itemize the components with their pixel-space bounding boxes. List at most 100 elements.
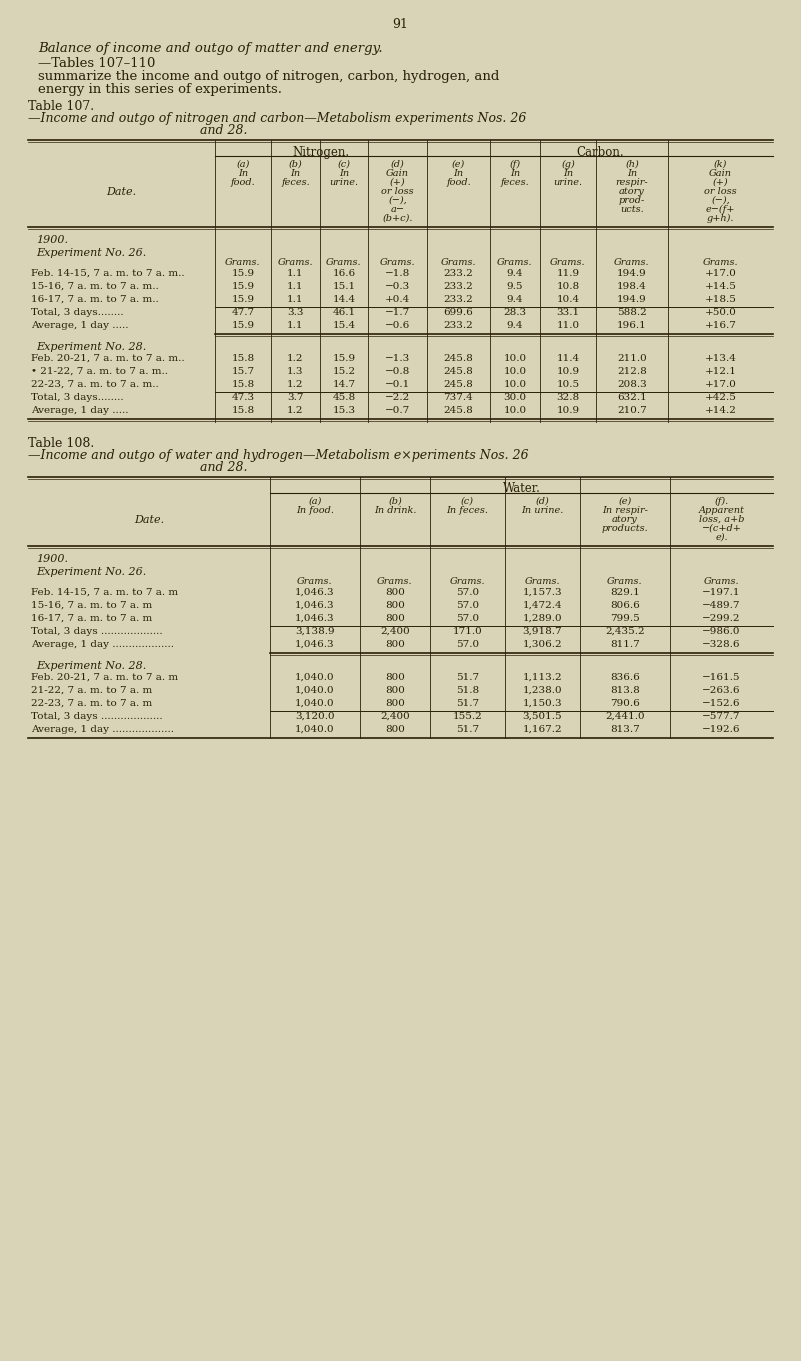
Text: Grams.: Grams. [704,577,739,587]
Text: 47.3: 47.3 [231,393,255,401]
Text: (b): (b) [388,497,402,506]
Text: In: In [627,169,637,178]
Text: 790.6: 790.6 [610,700,640,708]
Text: (f): (f) [509,161,521,169]
Text: 15.9: 15.9 [231,321,255,329]
Text: 588.2: 588.2 [617,308,647,317]
Text: Grams.: Grams. [702,259,739,267]
Text: loss, a+b: loss, a+b [698,514,744,524]
Text: 9.4: 9.4 [507,295,523,304]
Text: In drink.: In drink. [374,506,417,514]
Text: Feb. 14-15, 7 a. m. to 7 a. m..: Feb. 14-15, 7 a. m. to 7 a. m.. [31,269,184,278]
Text: −1.7: −1.7 [384,308,410,317]
Text: 16.6: 16.6 [332,269,356,278]
Text: +17.0: +17.0 [705,380,736,389]
Text: 1,046.3: 1,046.3 [296,640,335,649]
Text: Date.: Date. [107,186,136,197]
Text: −192.6: −192.6 [702,725,741,734]
Text: feces.: feces. [281,178,310,186]
Text: 1,167.2: 1,167.2 [523,725,562,734]
Text: Table 107.: Table 107. [28,99,95,113]
Text: Total, 3 days ...................: Total, 3 days ................... [31,627,163,636]
Text: −197.1: −197.1 [702,588,741,597]
Text: Grams.: Grams. [380,259,415,267]
Text: 171.0: 171.0 [453,627,482,636]
Text: −152.6: −152.6 [702,700,741,708]
Text: 799.5: 799.5 [610,614,640,623]
Text: Feb. 20-21, 7 a. m. to 7 a. m..: Feb. 20-21, 7 a. m. to 7 a. m.. [31,354,184,363]
Text: +0.4: +0.4 [384,295,410,304]
Text: • 21-22, 7 a. m. to 7 a. m..: • 21-22, 7 a. m. to 7 a. m.. [31,367,168,376]
Text: 699.6: 699.6 [444,308,473,317]
Text: 57.0: 57.0 [456,614,479,623]
Text: 33.1: 33.1 [557,308,580,317]
Text: 15.9: 15.9 [231,282,255,291]
Text: 1,040.0: 1,040.0 [296,686,335,695]
Text: 1,046.3: 1,046.3 [296,602,335,610]
Text: 28.3: 28.3 [504,308,526,317]
Text: urine.: urine. [553,178,582,186]
Text: In urine.: In urine. [521,506,564,514]
Text: −(c+d+: −(c+d+ [702,524,742,534]
Text: 194.9: 194.9 [617,269,647,278]
Text: Gain: Gain [709,169,732,178]
Text: 10.0: 10.0 [504,367,526,376]
Text: 233.2: 233.2 [444,282,473,291]
Text: 9.4: 9.4 [507,269,523,278]
Text: 3.7: 3.7 [288,393,304,401]
Text: +13.4: +13.4 [705,354,736,363]
Text: 1,040.0: 1,040.0 [296,725,335,734]
Text: In: In [563,169,573,178]
Text: 21-22, 7 a. m. to 7 a. m: 21-22, 7 a. m. to 7 a. m [31,686,152,695]
Text: 155.2: 155.2 [453,712,482,721]
Text: a−: a− [391,206,405,214]
Text: 10.9: 10.9 [557,367,580,376]
Text: 1.1: 1.1 [288,269,304,278]
Text: or loss: or loss [381,186,414,196]
Text: 245.8: 245.8 [444,367,473,376]
Text: (c): (c) [337,161,351,169]
Text: −577.7: −577.7 [702,712,741,721]
Text: 11.0: 11.0 [557,321,580,329]
Text: 194.9: 194.9 [617,295,647,304]
Text: (e): (e) [452,161,465,169]
Text: summarize the income and outgo of nitrogen, carbon, hydrogen, and: summarize the income and outgo of nitrog… [38,69,499,83]
Text: 15.1: 15.1 [332,282,356,291]
Text: Grams.: Grams. [449,577,485,587]
Text: (d): (d) [391,161,405,169]
Text: 800: 800 [385,588,405,597]
Text: 1.1: 1.1 [288,295,304,304]
Text: 208.3: 208.3 [617,380,647,389]
Text: Grams.: Grams. [326,259,362,267]
Text: 14.7: 14.7 [332,380,356,389]
Text: 51.7: 51.7 [456,700,479,708]
Text: atory: atory [612,514,638,524]
Text: Average, 1 day ...................: Average, 1 day ................... [31,640,174,649]
Text: or loss: or loss [704,186,737,196]
Text: Average, 1 day .....: Average, 1 day ..... [31,321,128,329]
Text: (b): (b) [288,161,302,169]
Text: In: In [453,169,464,178]
Text: 210.7: 210.7 [617,406,647,415]
Text: 800: 800 [385,700,405,708]
Text: 15.8: 15.8 [231,406,255,415]
Text: 800: 800 [385,602,405,610]
Text: 51.7: 51.7 [456,672,479,682]
Text: 15-16, 7 a. m. to 7 a. m: 15-16, 7 a. m. to 7 a. m [31,602,152,610]
Text: −489.7: −489.7 [702,602,741,610]
Text: −0.8: −0.8 [384,367,410,376]
Text: Total, 3 days ...................: Total, 3 days ................... [31,712,163,721]
Text: 212.8: 212.8 [617,367,647,376]
Text: 3,138.9: 3,138.9 [296,627,335,636]
Text: 829.1: 829.1 [610,588,640,597]
Text: Date.: Date. [134,514,164,525]
Text: Experiment No. 26.: Experiment No. 26. [36,248,147,259]
Text: 57.0: 57.0 [456,602,479,610]
Text: 2,400: 2,400 [380,627,410,636]
Text: (k): (k) [714,161,727,169]
Text: 245.8: 245.8 [444,406,473,415]
Text: 1,046.3: 1,046.3 [296,614,335,623]
Text: −328.6: −328.6 [702,640,741,649]
Text: (a): (a) [308,497,322,506]
Text: 198.4: 198.4 [617,282,647,291]
